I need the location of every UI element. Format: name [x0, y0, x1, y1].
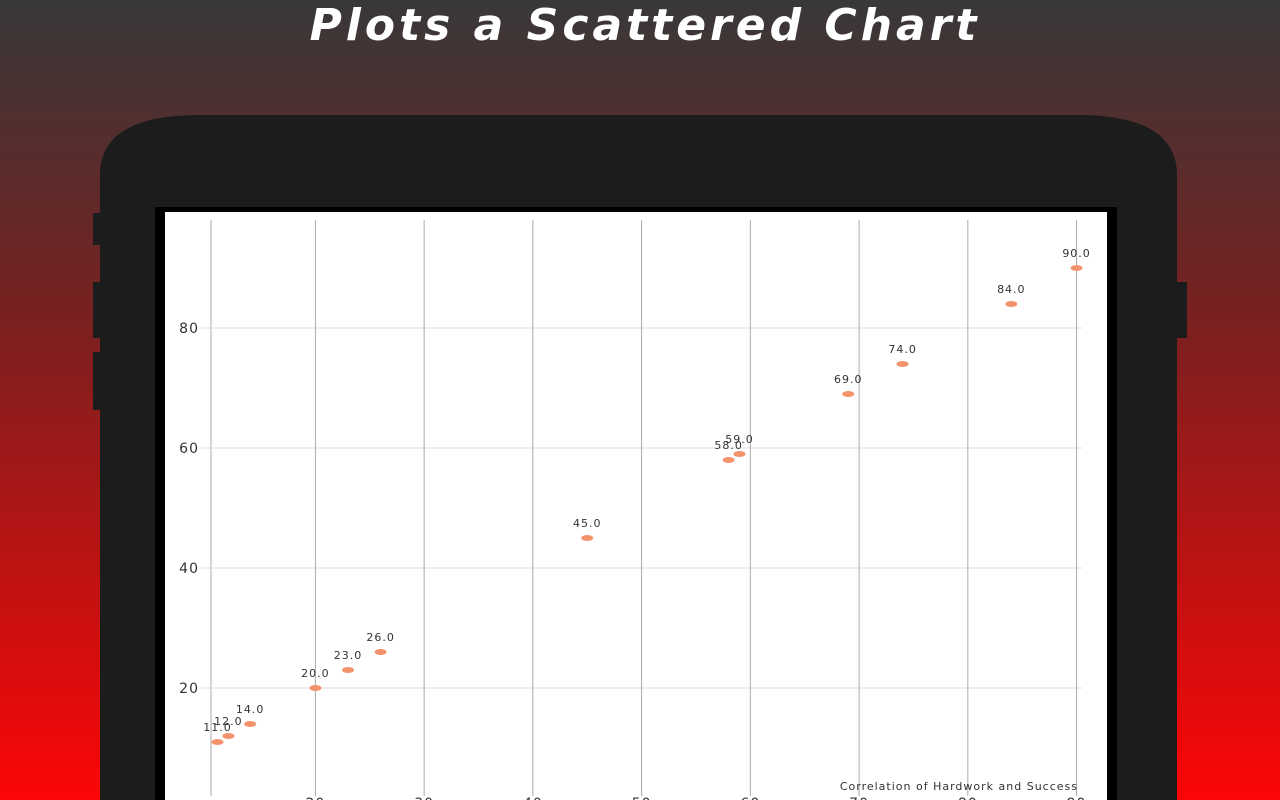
y-tick-label: 60	[179, 441, 199, 457]
point	[896, 361, 909, 367]
value-label: 90.0	[1062, 247, 1091, 260]
side-button	[93, 352, 103, 410]
x-tick-label: 30	[414, 796, 434, 800]
value-label: 59.0	[725, 433, 754, 446]
point	[1070, 265, 1083, 271]
page-title: Plots a Scattered Chart	[310, 0, 981, 51]
value-label: 58.0	[714, 439, 743, 452]
x-tick-label: 80	[958, 796, 978, 800]
point	[842, 391, 855, 397]
point	[244, 721, 257, 727]
chart-description: Correlation of Hardwork and Success	[840, 780, 1078, 793]
value-label: 20.0	[301, 667, 330, 680]
value-label: 26.0	[366, 631, 395, 644]
side-button	[93, 213, 103, 245]
x-tick-label: 60	[740, 796, 760, 800]
value-label: 74.0	[888, 343, 917, 356]
y-tick-label: 20	[179, 681, 199, 697]
value-label: 14.0	[236, 703, 265, 716]
value-label: 69.0	[834, 373, 863, 386]
point	[374, 649, 387, 655]
point	[733, 451, 746, 457]
value-label: 12.0	[214, 715, 243, 728]
x-tick-label: 90	[1067, 796, 1087, 800]
x-tick-label: 40	[523, 796, 543, 800]
point	[309, 685, 322, 691]
x-tick-label: 20	[305, 796, 325, 800]
point	[581, 535, 594, 541]
y-tick-label: 40	[179, 561, 199, 577]
plot: 20 40 60 80 20 30 40 50 60 70 80 90 Correlation of H…	[179, 220, 1091, 800]
x-tick-label: 50	[632, 796, 652, 800]
app-screen	[165, 212, 1107, 800]
side-button	[93, 282, 103, 338]
value-label: 11.0	[203, 721, 232, 734]
point	[211, 739, 224, 745]
point	[222, 733, 235, 739]
side-button	[1175, 282, 1187, 338]
value-label: 84.0	[997, 283, 1026, 296]
point	[342, 667, 355, 673]
value-label: 23.0	[334, 649, 363, 662]
value-label: 45.0	[573, 517, 602, 530]
point	[722, 457, 735, 463]
y-tick-label: 80	[179, 321, 199, 337]
phone	[93, 115, 1187, 800]
point	[1005, 301, 1018, 307]
x-tick-label: 70	[849, 796, 869, 800]
